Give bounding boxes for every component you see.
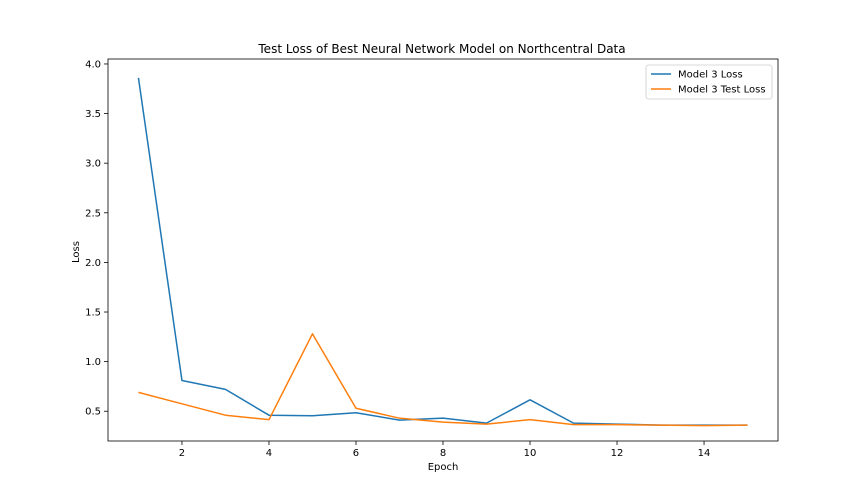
legend-box xyxy=(645,64,773,100)
plot-area xyxy=(137,77,748,427)
x-axis-label: Epoch xyxy=(428,462,459,473)
x-tick-label: 4 xyxy=(266,448,272,459)
x-tick-label: 14 xyxy=(698,448,711,459)
x-tick-label: 8 xyxy=(440,448,446,459)
y-tick-label: 4.0 xyxy=(85,59,101,70)
x-axis: 2 4 6 8 10 12 14 xyxy=(179,441,711,459)
y-axis-label: Loss xyxy=(71,241,82,263)
y-tick-label: 2.5 xyxy=(85,208,101,219)
y-tick-label: 2.0 xyxy=(85,258,101,269)
y-tick-label: 3.0 xyxy=(85,159,101,170)
y-tick-label: 1.5 xyxy=(85,308,101,319)
x-tick-label: 10 xyxy=(524,448,537,459)
y-axis: 0.5 1.0 1.5 2.0 2.5 3.0 3.5 4.0 xyxy=(85,59,108,418)
x-tick-label: 2 xyxy=(179,448,185,459)
legend-label: Model 3 Loss xyxy=(678,70,743,81)
series-line-2 xyxy=(138,333,748,427)
chart-title: Test Loss of Best Neural Network Model o… xyxy=(257,42,625,56)
legend: Model 3 Loss Model 3 Test Loss xyxy=(645,64,773,100)
y-tick-label: 1.0 xyxy=(85,357,101,368)
y-tick-label: 0.5 xyxy=(85,407,101,418)
x-tick-label: 12 xyxy=(611,448,624,459)
legend-label: Model 3 Test Loss xyxy=(678,85,766,96)
y-tick-label: 3.5 xyxy=(85,109,101,120)
x-tick-label: 6 xyxy=(353,448,359,459)
